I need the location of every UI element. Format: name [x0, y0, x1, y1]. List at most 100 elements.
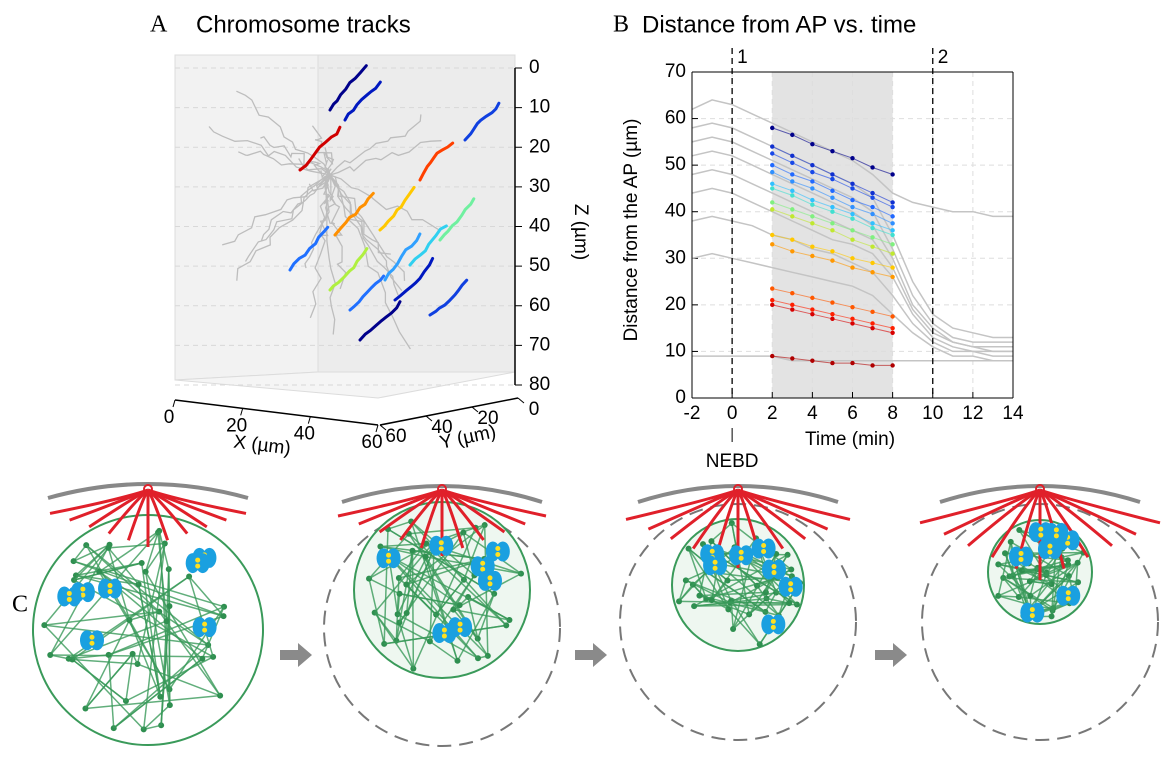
kinetochore	[195, 563, 201, 569]
kinetochore	[438, 546, 444, 552]
track	[329, 114, 422, 176]
data-point	[890, 204, 895, 210]
data-point	[810, 186, 815, 191]
colored-track	[438, 197, 476, 242]
network-node	[1016, 526, 1023, 533]
x-tick-label: 12	[962, 403, 983, 424]
x-tick-label: 0	[164, 407, 175, 428]
actin-filament	[411, 550, 415, 669]
data-point	[790, 214, 795, 219]
kinetochore	[457, 627, 463, 633]
kinetochore	[66, 590, 72, 596]
actin-filament	[387, 528, 495, 595]
chromosome	[1030, 602, 1045, 623]
actin-filament	[1002, 577, 1020, 598]
y-tick-label: 0	[529, 399, 540, 420]
network-node	[454, 657, 461, 664]
z-tick-label: 0	[529, 57, 540, 78]
actin-filament	[168, 569, 171, 607]
track	[325, 174, 336, 335]
x-tick-label: 8	[887, 403, 898, 424]
track	[329, 174, 411, 350]
data-point	[870, 325, 875, 331]
kinetochore	[738, 549, 744, 555]
data-point	[830, 176, 835, 182]
actin-filament	[406, 547, 435, 614]
colored-track	[358, 300, 402, 342]
track	[260, 136, 331, 176]
kinetochore	[438, 540, 444, 546]
colored-track	[343, 80, 382, 122]
actin-filament	[997, 541, 1012, 597]
y-tick-label: 20	[477, 408, 498, 429]
kinetochore	[480, 566, 486, 572]
data-point	[770, 242, 775, 247]
actin-filament	[730, 600, 734, 630]
kinetochore	[195, 557, 201, 563]
actin-filament	[1029, 564, 1064, 582]
y-tick-label: 20	[665, 294, 686, 315]
data-point	[830, 204, 835, 210]
data-point	[850, 181, 855, 186]
data-point	[890, 265, 895, 270]
x-tick-label: -2	[684, 403, 701, 424]
actin-filament	[452, 574, 476, 610]
network-node	[163, 618, 170, 625]
network-node	[786, 600, 793, 607]
data-point	[850, 265, 855, 270]
data-point	[850, 186, 855, 191]
actin-filament	[144, 532, 159, 573]
colored-track	[383, 232, 422, 282]
data-point	[810, 202, 815, 207]
data-point	[810, 253, 815, 259]
data-point	[870, 235, 875, 240]
chromosome	[1066, 585, 1081, 606]
colored-track	[408, 224, 448, 267]
actin-filament	[85, 694, 221, 710]
actin-filament	[699, 591, 766, 597]
actin-filament	[412, 527, 477, 669]
actin-filament	[107, 654, 115, 729]
data-point	[850, 216, 855, 221]
actin-filament	[463, 524, 486, 580]
kinetochore	[480, 560, 486, 566]
data-point	[770, 232, 775, 238]
data-point	[890, 172, 895, 177]
kinetochore	[761, 542, 767, 548]
data-point	[890, 232, 895, 238]
actin-filament	[107, 547, 140, 585]
y-tick	[379, 424, 387, 431]
kinetochore	[1038, 526, 1044, 532]
data-point	[890, 314, 895, 319]
kinetochore	[89, 640, 95, 646]
data-point	[870, 363, 875, 368]
data-point	[850, 211, 855, 217]
chromosome	[788, 576, 803, 597]
data-point	[810, 221, 815, 226]
track	[325, 174, 336, 225]
kinetochore	[788, 581, 794, 587]
spindle-fiber	[441, 488, 547, 518]
panel-label: C	[12, 592, 28, 618]
actin-filament	[73, 544, 110, 562]
kinetochore	[487, 575, 493, 581]
x-axis-label: X (µm)	[232, 432, 292, 460]
data-point	[770, 181, 775, 186]
series-line	[691, 252, 1013, 362]
actin-filament	[766, 597, 790, 604]
data-point	[770, 162, 775, 168]
actin-filament	[144, 571, 221, 697]
chromosome	[713, 555, 728, 576]
actin-filament	[388, 555, 489, 657]
y-tick-label: 50	[665, 154, 686, 175]
actin-filament	[84, 653, 134, 709]
y-tick-label: 40	[665, 201, 686, 222]
actin-filament	[108, 606, 225, 656]
data-point	[870, 260, 875, 266]
data-point	[810, 244, 815, 249]
data-point	[790, 160, 795, 166]
kinetochore	[1065, 540, 1071, 546]
actin-filament	[374, 612, 414, 670]
actin-filament	[1029, 580, 1052, 585]
